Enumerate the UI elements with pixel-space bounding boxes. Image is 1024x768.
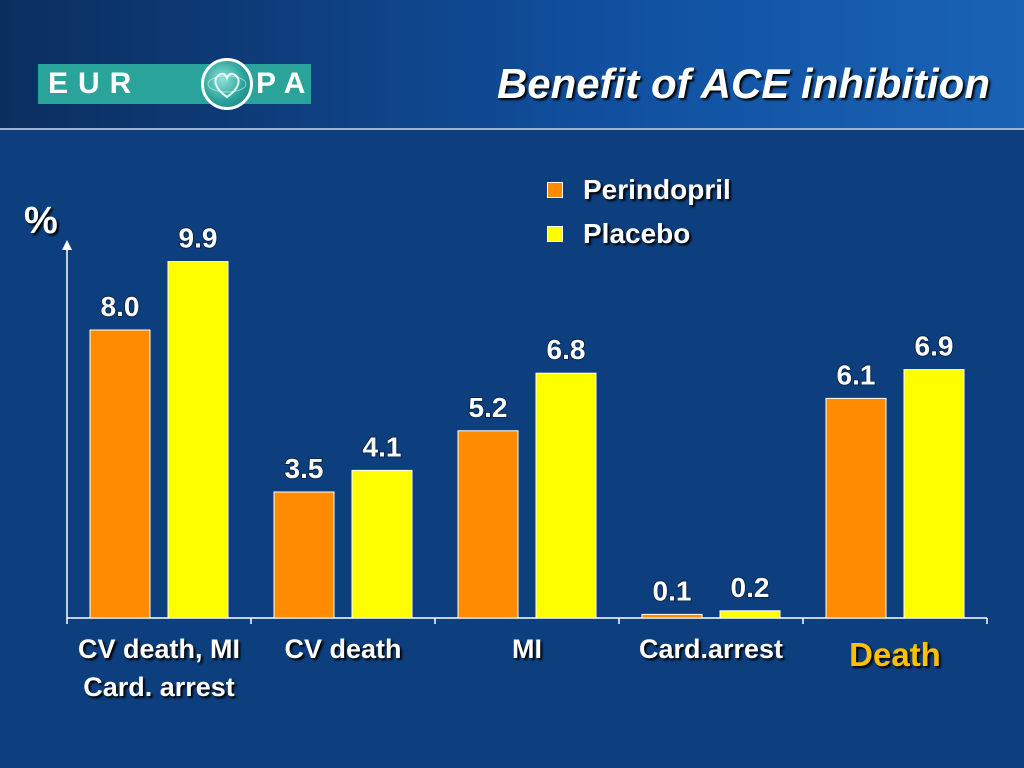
bar-perindopril-death — [825, 397, 887, 619]
logo-text-left: EUR — [48, 67, 142, 100]
header-divider — [0, 128, 1024, 130]
bar-value-label: 6.8 — [547, 334, 586, 365]
bar-perindopril-cv-death-mi-card-arrest — [89, 329, 151, 619]
bar-value-label: 9.9 — [179, 223, 218, 254]
bar-perindopril-cv-death — [273, 491, 335, 619]
category-label-cv-death: CV death — [284, 634, 402, 664]
category-label-mi: MI — [512, 634, 542, 664]
bar-value-label: 4.1 — [363, 431, 402, 462]
slide-title: Benefit of ACE inhibition — [496, 60, 990, 107]
heart-globe-icon — [201, 58, 253, 110]
category-label-card-arrest: Card.arrest — [638, 634, 784, 664]
category-label-death: Death — [849, 636, 941, 673]
y-axis-label: % — [24, 200, 58, 242]
bar-value-label: 5.2 — [469, 392, 508, 423]
bar-perindopril-card-arrest — [641, 613, 703, 619]
bar-value-label: 8.0 — [101, 291, 140, 322]
bar-value-label: 6.9 — [915, 331, 954, 362]
legend-label-placebo: Placebo — [583, 218, 691, 249]
bar-value-label: 6.1 — [837, 359, 876, 390]
bar-placebo-death — [903, 369, 965, 619]
legend-swatch-placebo — [547, 226, 563, 242]
bar-value-label: 0.1 — [653, 575, 692, 606]
bar-placebo-cv-death — [351, 469, 413, 619]
bar-value-label: 0.2 — [731, 572, 770, 603]
bar-placebo-cv-death-mi-card-arrest — [167, 261, 229, 619]
bar-value-label: 3.5 — [285, 453, 324, 484]
europa-logo: EUR PA — [38, 58, 311, 110]
category-label-cv-death-mi-card-arrest: CV death, MI Card. arrest — [77, 634, 240, 702]
heart-icon — [207, 72, 247, 99]
bar-perindopril-mi — [457, 430, 519, 619]
logo-bar — [38, 64, 311, 104]
legend-swatch-perindopril — [547, 182, 563, 198]
logo-text-right: PA — [256, 67, 316, 100]
y-axis-arrow — [62, 240, 72, 250]
legend-label-perindopril: Perindopril — [583, 174, 731, 205]
bar-placebo-card-arrest — [719, 610, 781, 619]
bar-placebo-mi — [535, 372, 597, 619]
